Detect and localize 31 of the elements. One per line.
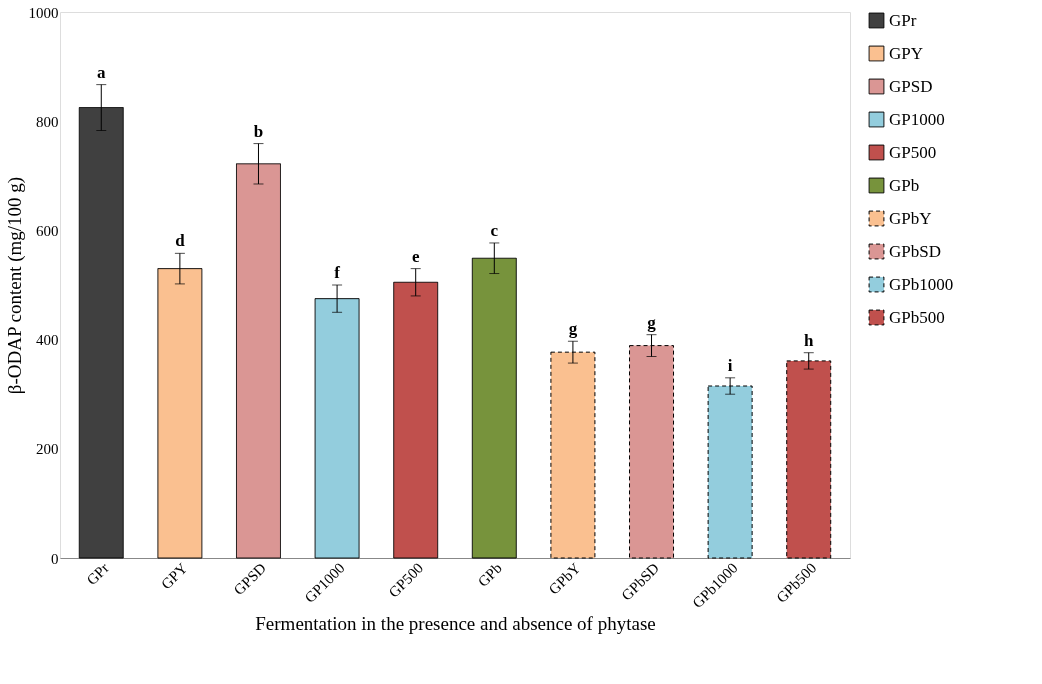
x-axis-title: Fermentation in the presence and absence of phytase <box>255 613 656 635</box>
y-axis-title: β-ODAP content (mg/100 g) <box>3 176 26 395</box>
y-tick-label: 0 <box>51 550 59 567</box>
legend-label: GPSD <box>889 76 933 96</box>
x-tick-label: GPr <box>83 559 112 589</box>
annotation: e <box>411 246 420 266</box>
legend-label: GP500 <box>889 142 937 162</box>
x-tick-label: GPY <box>157 559 191 593</box>
legend-label: GPb <box>889 175 920 195</box>
legend-label: GPY <box>889 43 924 63</box>
annotation: i <box>727 355 733 375</box>
annotation: g <box>568 319 578 339</box>
legend-label: GPr <box>889 10 917 30</box>
y-tick-label: 600 <box>36 222 59 239</box>
annotation: a <box>97 62 107 82</box>
y-tick-label: 800 <box>36 113 59 130</box>
legend-label: GP1000 <box>889 109 945 129</box>
annotation: c <box>490 220 499 240</box>
legend-label: GPbY <box>889 208 932 228</box>
annotation: h <box>804 330 814 350</box>
legend-label: GPb1000 <box>889 274 954 294</box>
annotation: b <box>253 121 264 141</box>
y-tick-label: 1000 <box>28 4 59 21</box>
annotation: f <box>334 263 341 282</box>
annotation: g <box>647 312 657 332</box>
legend-label: GPbSD <box>889 241 941 261</box>
x-tick-label: GPb <box>474 559 505 590</box>
y-tick-label: 400 <box>36 332 59 349</box>
annotation: d <box>175 231 186 251</box>
y-tick-label: 200 <box>36 441 59 458</box>
legend-label: GPb500 <box>889 307 945 327</box>
